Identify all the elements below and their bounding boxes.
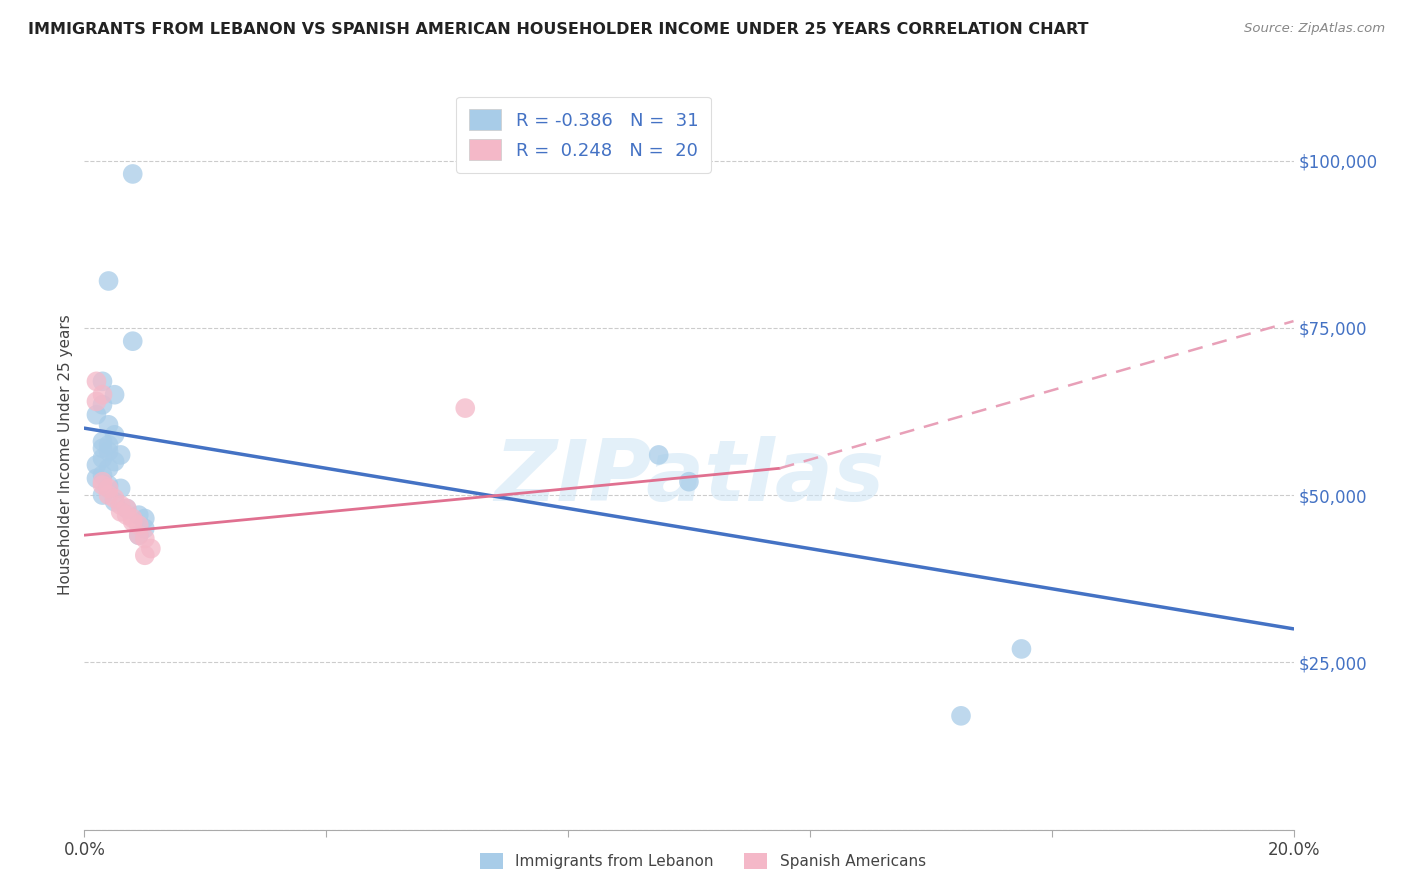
Point	[139, 541, 162, 556]
Point	[104, 494, 127, 508]
Point	[91, 488, 114, 502]
Point	[115, 508, 138, 523]
Text: Source: ZipAtlas.com: Source: ZipAtlas.com	[1244, 22, 1385, 36]
Point	[134, 532, 156, 546]
Point	[91, 475, 114, 489]
Point	[97, 438, 120, 452]
Point	[86, 394, 108, 409]
Point	[121, 511, 143, 525]
Point	[454, 401, 477, 416]
Point	[97, 461, 120, 475]
Point	[128, 528, 150, 542]
Point	[91, 451, 114, 466]
Point	[104, 454, 127, 469]
Point	[97, 444, 120, 458]
Point	[91, 434, 114, 449]
Point	[86, 408, 108, 422]
Point	[115, 501, 138, 516]
Point	[97, 478, 120, 492]
Point	[97, 482, 120, 496]
Point	[121, 515, 143, 529]
Point	[91, 441, 114, 455]
Legend: Immigrants from Lebanon, Spanish Americans: Immigrants from Lebanon, Spanish America…	[474, 847, 932, 875]
Point	[86, 375, 108, 389]
Point	[678, 475, 700, 489]
Point	[86, 458, 108, 472]
Point	[91, 467, 114, 482]
Point	[121, 334, 143, 348]
Point	[128, 518, 150, 533]
Y-axis label: Householder Income Under 25 years: Householder Income Under 25 years	[58, 315, 73, 595]
Point	[86, 471, 108, 485]
Point	[91, 387, 114, 401]
Point	[110, 482, 132, 496]
Point	[128, 508, 150, 523]
Point	[1011, 642, 1033, 657]
Point	[110, 498, 132, 512]
Point	[110, 448, 132, 462]
Point	[950, 708, 973, 723]
Point	[104, 387, 127, 401]
Point	[91, 375, 114, 389]
Text: IMMIGRANTS FROM LEBANON VS SPANISH AMERICAN HOUSEHOLDER INCOME UNDER 25 YEARS CO: IMMIGRANTS FROM LEBANON VS SPANISH AMERI…	[28, 22, 1088, 37]
Point	[104, 491, 127, 506]
Point	[91, 478, 114, 492]
Point	[97, 417, 120, 432]
Point	[110, 505, 132, 519]
Point	[97, 488, 120, 502]
Point	[648, 448, 671, 462]
Point	[121, 167, 143, 181]
Point	[91, 398, 114, 412]
Point	[104, 427, 127, 442]
Legend: R = -0.386   N =  31, R =  0.248   N =  20: R = -0.386 N = 31, R = 0.248 N = 20	[456, 97, 711, 173]
Point	[128, 528, 150, 542]
Point	[115, 501, 138, 516]
Text: ZIPatlas: ZIPatlas	[494, 436, 884, 519]
Point	[134, 511, 156, 525]
Point	[97, 274, 120, 288]
Point	[134, 521, 156, 535]
Point	[134, 548, 156, 563]
